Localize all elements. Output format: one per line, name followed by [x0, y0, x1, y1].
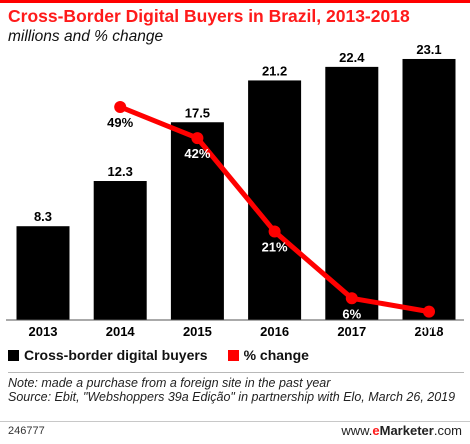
- brand-www: www.: [341, 423, 373, 438]
- bar-value-label-2018: 23.1: [416, 42, 441, 57]
- x-tick-label-2013: 2013: [29, 324, 58, 339]
- note-separator: [8, 372, 464, 373]
- emarketer-logo: www.eMarketer.com: [341, 423, 462, 438]
- legend-item-change: % change: [227, 347, 309, 363]
- footer-rule: [0, 421, 470, 422]
- bar-value-label-2013: 8.3: [34, 209, 52, 224]
- legend-swatch-bar: [8, 349, 19, 361]
- bar-2015: [170, 122, 224, 320]
- legend-swatch-line: [227, 349, 239, 361]
- x-tick-label-2014: 2014: [106, 324, 136, 339]
- chart-id: 246777: [8, 425, 45, 437]
- change-value-label-2017: 6%: [342, 306, 361, 321]
- change-value-label-2014: 49%: [107, 115, 133, 130]
- change-value-label-2015: 42%: [184, 146, 210, 161]
- brand-tld: .com: [433, 423, 462, 438]
- change-point-2016: [268, 225, 281, 238]
- legend-label-change: % change: [243, 347, 309, 363]
- bar-value-label-2017: 22.4: [339, 50, 365, 65]
- brand-name: Marketer: [379, 423, 434, 438]
- change-point-2015: [191, 132, 204, 145]
- change-value-label-2018: 3%: [420, 320, 439, 335]
- chart-note: Note: made a purchase from a foreign sit…: [8, 376, 464, 404]
- bar-2017: [325, 66, 379, 320]
- bar-value-label-2015: 17.5: [185, 105, 210, 120]
- chart-area: 8.3 12.3 17.5 21.2 22.4 23.1 2013 2014 2015 2016 2…: [6, 42, 464, 339]
- change-value-label-2016: 21%: [262, 240, 288, 255]
- bar-2013: [16, 226, 70, 320]
- change-point-2018: [423, 305, 435, 318]
- x-tick-label-2017: 2017: [337, 324, 366, 339]
- legend-item-buyers: Cross-border digital buyers: [8, 347, 208, 363]
- legend-label-buyers: Cross-border digital buyers: [24, 347, 208, 363]
- brand-e: e: [372, 423, 380, 438]
- chart-legend: Cross-border digital buyers % change: [8, 347, 329, 363]
- change-point-2017: [345, 292, 358, 305]
- x-tick-label-2015: 2015: [183, 324, 212, 339]
- bar-value-label-2014: 12.3: [108, 164, 133, 179]
- source-text: Source: Ebit, "Webshoppers 39a Edição" i…: [8, 390, 456, 404]
- bar-2018: [402, 58, 456, 320]
- bar-value-label-2016: 21.2: [262, 63, 287, 78]
- x-tick-label-2016: 2016: [260, 324, 289, 339]
- chart-title: Cross-Border Digital Buyers in Brazil, 2…: [8, 6, 410, 26]
- top-accent-rule: [0, 0, 470, 3]
- change-point-2014: [114, 100, 127, 113]
- x-tick-label-2018: 2018: [415, 324, 444, 339]
- chart-subtitle: millions and % change: [8, 28, 164, 45]
- bar-2014: [93, 181, 147, 320]
- bar-2016: [248, 80, 302, 320]
- note-text: Note: made a purchase from a foreign sit…: [8, 376, 331, 390]
